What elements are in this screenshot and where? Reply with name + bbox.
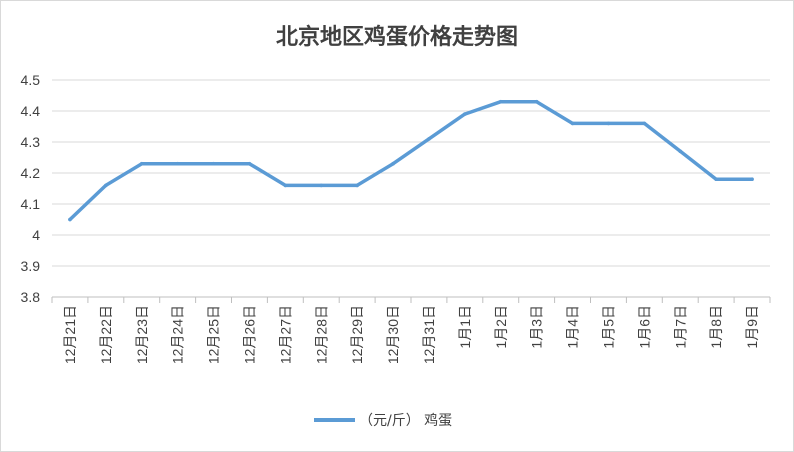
series [68,99,754,222]
data-point [570,121,575,126]
x-tick-label: 12月22日 [98,305,114,364]
x-tick-label: 12月23日 [134,305,150,364]
data-point [714,177,718,181]
x-tick-label: 12月25日 [206,305,222,364]
x-tick-label: 1月5日 [600,305,616,349]
data-point [534,99,539,104]
chart-title: 北京地区鸡蛋价格走势图 [276,24,518,50]
y-axis: 3.8 3.9 4 4.1 4.2 4.3 4.4 4.5 [21,72,41,305]
data-point [68,217,72,222]
legend-label: （元/斤） 鸡蛋 [359,412,452,429]
x-tick-label: 12月30日 [385,305,401,364]
y-tick-label: 4.4 [21,103,41,119]
y-tick-label: 4.5 [21,72,41,88]
x-tick-label: 12月31日 [421,305,437,364]
data-point [139,161,144,166]
y-tick-label: 4.1 [21,196,41,212]
x-tick-label: 1月4日 [565,305,581,349]
data-point [606,121,611,126]
x-tick-label: 12月27日 [277,305,293,364]
x-tick-label: 1月1日 [457,305,473,349]
data-point [498,99,503,104]
y-tick-label: 4.2 [21,165,41,181]
legend: （元/斤） 鸡蛋 [314,412,452,429]
x-axis: 12月21日 12月22日 12月23日 12月24日 12月25日 12月26日 12月2… [51,297,771,364]
y-tick-label: 3.9 [21,258,41,274]
x-tick-label: 1月2日 [493,305,509,349]
x-tick-label: 12月26日 [241,305,257,364]
y-tick-label: 3.8 [21,289,41,305]
data-point [175,161,180,166]
y-tick-label: 4 [32,227,40,243]
data-point [283,183,288,188]
x-tick-label: 12月29日 [349,305,365,364]
data-point [391,161,395,166]
x-tick-label: 12月21日 [62,305,78,364]
x-tick-label: 1月8日 [708,305,724,349]
series-line [68,99,754,222]
data-point [463,112,467,116]
x-tick-label: 1月3日 [529,305,545,349]
data-point [104,183,108,188]
data-point [319,183,324,188]
grid [52,79,770,298]
data-point [642,121,647,126]
data-point [678,149,683,154]
y-tick-label: 4.3 [21,134,41,150]
x-tick-label: 1月6日 [636,305,652,349]
data-point [247,161,252,166]
x-tick-label: 12月24日 [170,305,186,364]
x-tick-label: 12月28日 [313,305,329,364]
x-tick-label: 1月9日 [744,305,760,349]
x-tick-label: 1月7日 [672,305,688,349]
data-point [427,137,431,141]
data-point [355,183,359,188]
data-point [750,177,754,181]
data-point [211,161,216,166]
